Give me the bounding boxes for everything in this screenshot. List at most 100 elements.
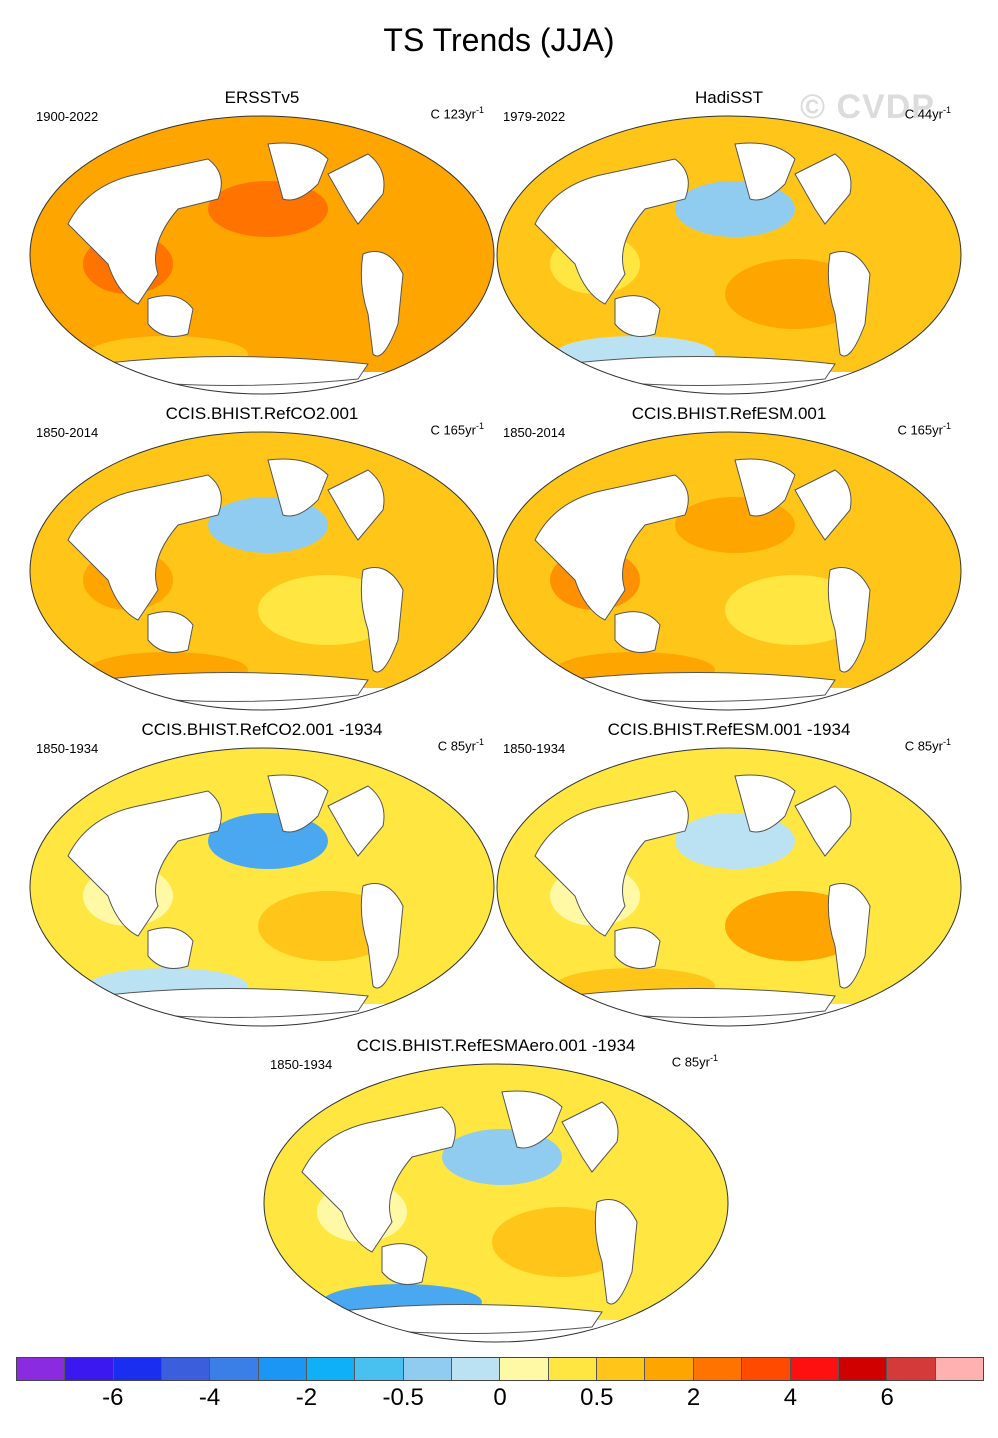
colorbar-swatch (65, 1358, 114, 1380)
panel-title: HadiSST (694, 88, 764, 107)
colorbar-swatch (838, 1358, 888, 1380)
continent-landmass (734, 774, 796, 833)
map-border (29, 115, 495, 395)
panel-title: CCIS.BHIST.RefESM.001 (631, 404, 827, 423)
continent-landmass (561, 1101, 619, 1173)
colorbar-swatch (307, 1358, 356, 1380)
continent-landmass (147, 611, 194, 653)
continent-landmass (327, 785, 385, 857)
map-border (496, 431, 962, 711)
map-panel: CCIS.BHIST.RefESMAero.001 -1934 1850-1934… (262, 1036, 730, 1343)
continent-landmass (67, 158, 222, 305)
map-panel: ERSSTv5 1900-2022 C 123yr-1 (28, 88, 496, 395)
panel-period: 1850-1934 (270, 1057, 333, 1072)
continent-landmass (827, 567, 871, 673)
map-panel: CCIS.BHIST.RefESM.001 -1934 1850-1934 C 85… (495, 720, 963, 1027)
colorbar-swatch (935, 1358, 983, 1380)
colorbar-tick-label: 4 (783, 1384, 798, 1411)
continent-landmass (563, 356, 836, 386)
figure-title: TS Trends (JJA) (383, 22, 615, 58)
continent-landmass (147, 927, 194, 969)
continent-landmass (301, 1106, 456, 1253)
continent-landmass (563, 988, 836, 1018)
continent-landmass (734, 142, 796, 201)
panel-units: C 85yr-1 (904, 737, 951, 754)
panel-period: 1979-2022 (503, 109, 566, 124)
colorbar-swatch (355, 1358, 404, 1380)
colorbar-swatch (258, 1358, 308, 1380)
continent-landmass (330, 1304, 603, 1334)
colorbar-swatch (162, 1358, 211, 1380)
map-border (263, 1063, 729, 1343)
continent-landmass (794, 153, 852, 225)
continent-landmass (534, 158, 689, 305)
continent-landmass (534, 790, 689, 937)
colorbar-swatch (210, 1358, 259, 1380)
panel-title: CCIS.BHIST.RefCO2.001 -1934 (141, 720, 383, 739)
continent-landmass (96, 356, 369, 386)
panel-title: ERSSTv5 (224, 88, 300, 107)
continent-landmass (614, 295, 661, 337)
continent-landmass (96, 988, 369, 1018)
colorbar-swatch (597, 1358, 646, 1380)
map-border (496, 115, 962, 395)
panel-units: C 165yr-1 (430, 421, 484, 438)
panel-title: CCIS.BHIST.RefCO2.001 (165, 404, 359, 423)
continent-landmass (327, 153, 385, 225)
map-projection (29, 431, 495, 711)
colorbar-swatch (790, 1358, 839, 1380)
colorbar-tick-label: -0.5 (382, 1384, 424, 1411)
colorbar-swatch (17, 1358, 66, 1380)
continent-landmass (67, 790, 222, 937)
colorbar-swatch (887, 1358, 936, 1380)
colorbar-swatch (452, 1358, 501, 1380)
map-projection (263, 1063, 729, 1343)
map-panel: CCIS.BHIST.RefCO2.001 1850-2014 C 165yr-1 (28, 404, 496, 711)
colorbar-swatch (403, 1358, 453, 1380)
map-projection (496, 747, 962, 1027)
continent-landmass (614, 611, 661, 653)
panel-units: C 123yr-1 (430, 105, 484, 122)
continent-landmass (360, 251, 404, 357)
map-projection (29, 115, 495, 395)
colorbar-tick-label: 0 (493, 1384, 507, 1411)
colorbar-tick-label: 0.5 (580, 1384, 614, 1411)
continent-landmass (734, 458, 796, 517)
continent-landmass (327, 469, 385, 541)
continent-landmass (147, 295, 194, 337)
panel-period: 1900-2022 (36, 109, 99, 124)
continent-landmass (381, 1243, 428, 1285)
panel-units: C 165yr-1 (897, 421, 951, 438)
colorbar-tick-label: 2 (686, 1384, 701, 1411)
colorbar-tick-label: -2 (295, 1384, 318, 1411)
panel-title: CCIS.BHIST.RefESMAero.001 -1934 (356, 1036, 636, 1055)
continent-landmass (267, 774, 329, 833)
continent-landmass (594, 1199, 638, 1305)
watermark: © CVDP (800, 88, 935, 126)
continent-landmass (501, 1090, 563, 1149)
colorbar-swatch (645, 1358, 694, 1380)
colorbar-swatch (548, 1358, 598, 1380)
continent-landmass (534, 474, 689, 621)
continent-landmass (794, 469, 852, 541)
continent-landmass (614, 927, 661, 969)
map-projection (496, 115, 962, 395)
map-panel: CCIS.BHIST.RefESM.001 1850-2014 C 165yr-1 (495, 404, 963, 711)
panel-period: 1850-1934 (503, 741, 566, 756)
map-border (29, 747, 495, 1027)
colorbar-swatch (693, 1358, 743, 1380)
continent-landmass (67, 474, 222, 621)
panel-units: C 44yr-1 (904, 105, 951, 122)
colorbar-tick-label: -6 (102, 1384, 124, 1411)
colorbar (16, 1357, 984, 1381)
continent-landmass (96, 672, 369, 702)
continent-landmass (794, 785, 852, 857)
colorbar-swatch (742, 1358, 791, 1380)
colorbar-swatch (500, 1358, 549, 1380)
continent-landmass (827, 251, 871, 357)
colorbar-tick-label: -4 (198, 1384, 221, 1411)
panel-period: 1850-2014 (36, 425, 99, 440)
continent-landmass (360, 883, 404, 989)
panel-units: C 85yr-1 (671, 1053, 718, 1070)
colorbar-tick-label: 6 (880, 1384, 894, 1411)
